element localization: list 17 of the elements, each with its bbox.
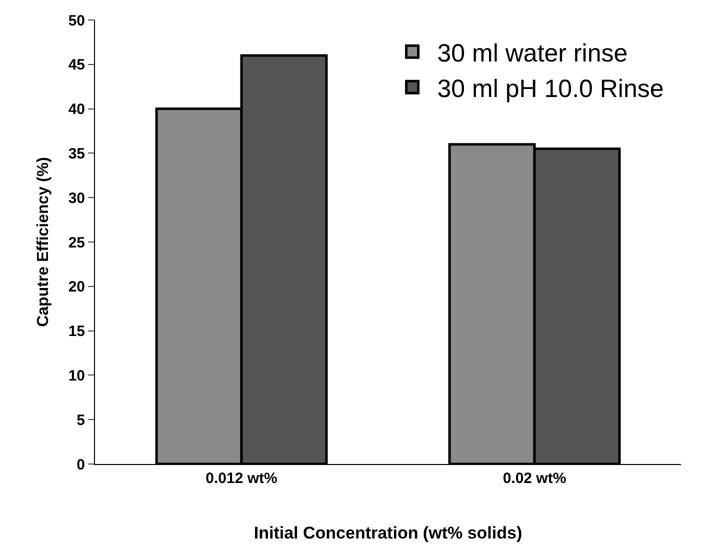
y-tick-label: 40 bbox=[68, 101, 85, 118]
x-tick-label: 0.012 wt% bbox=[206, 470, 278, 487]
y-tick-label: 30 bbox=[68, 190, 85, 207]
legend-label: 30 ml pH 10.0 Rinse bbox=[437, 74, 664, 103]
y-tick-label: 20 bbox=[68, 278, 85, 296]
y-tick-label: 10 bbox=[68, 367, 85, 384]
x-tick-label: 0.02 wt% bbox=[502, 470, 566, 487]
legend-label: 30 ml water rinse bbox=[437, 39, 628, 68]
x-axis-title: Initial Concentration (wt% solids) bbox=[254, 523, 522, 542]
y-axis-title: Caputre Efficiency (%) bbox=[35, 157, 52, 327]
y-tick-label: 0 bbox=[76, 456, 85, 474]
y-tick-label: 45 bbox=[68, 56, 85, 74]
y-tick-label: 50 bbox=[68, 12, 85, 30]
y-tick-label: 25 bbox=[68, 234, 85, 252]
y-tick-label: 35 bbox=[68, 145, 85, 162]
y-tick-label: 15 bbox=[68, 323, 85, 340]
y-tick-label: 5 bbox=[76, 412, 85, 429]
